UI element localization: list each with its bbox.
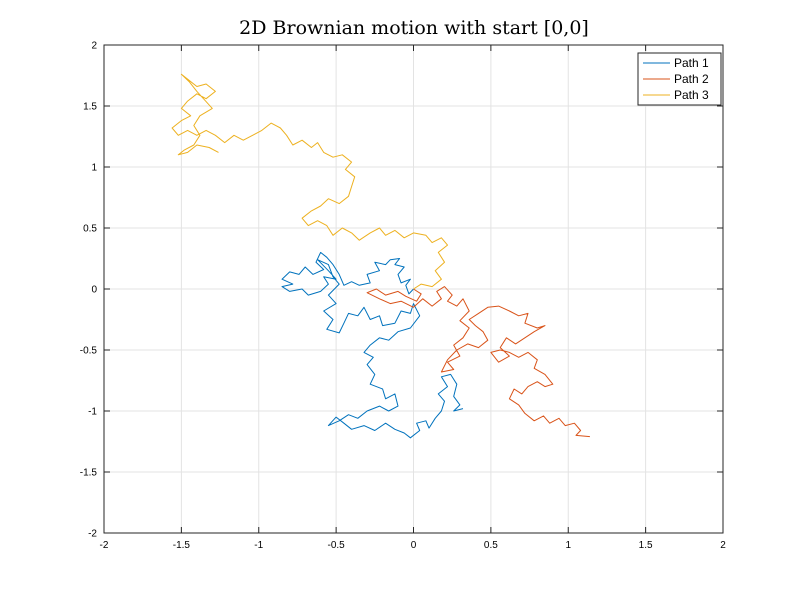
series-line-2 [366,286,590,438]
x-tick-label: 1 [565,540,571,551]
legend: Path 1 Path 2 Path 3 [637,52,722,106]
y-axis-tick-labels: -2 -1.5 -1 -0.5 0 0.5 1 1.5 2 [80,41,98,540]
legend-label-2: Path 2 [674,72,709,86]
x-tick-label: -2 [100,540,109,551]
y-tick-label: 0 [91,285,97,296]
grid-lines [103,44,724,534]
legend-label-1: Path 1 [674,56,709,70]
x-tick-label: 0 [411,540,417,551]
y-tick-label: -2 [88,529,97,540]
chart-title: 2D Brownian motion with start [0,0] [239,17,589,39]
y-tick-label: -0.5 [80,346,98,357]
y-tick-label: 0.5 [83,224,97,235]
series-line-3 [171,73,448,290]
x-tick-label: -1 [254,540,263,551]
y-tick-label: 1 [91,163,97,174]
y-tick-label: 1.5 [83,102,97,113]
x-axis-tick-labels: -2 -1.5 -1 -0.5 0 0.5 1 1.5 2 [100,540,727,551]
series-group [171,73,590,439]
legend-label-3: Path 3 [674,88,709,102]
axis-ticks [103,44,724,534]
y-tick-label: -1.5 [80,468,98,479]
x-tick-label: -1.5 [173,540,191,551]
x-tick-label: 0.5 [484,540,498,551]
x-tick-label: 2 [720,540,726,551]
x-tick-label: 1.5 [639,540,653,551]
series-line-1 [281,251,464,439]
x-tick-label: -0.5 [328,540,346,551]
y-tick-label: -1 [88,407,97,418]
y-tick-label: 2 [91,41,97,52]
